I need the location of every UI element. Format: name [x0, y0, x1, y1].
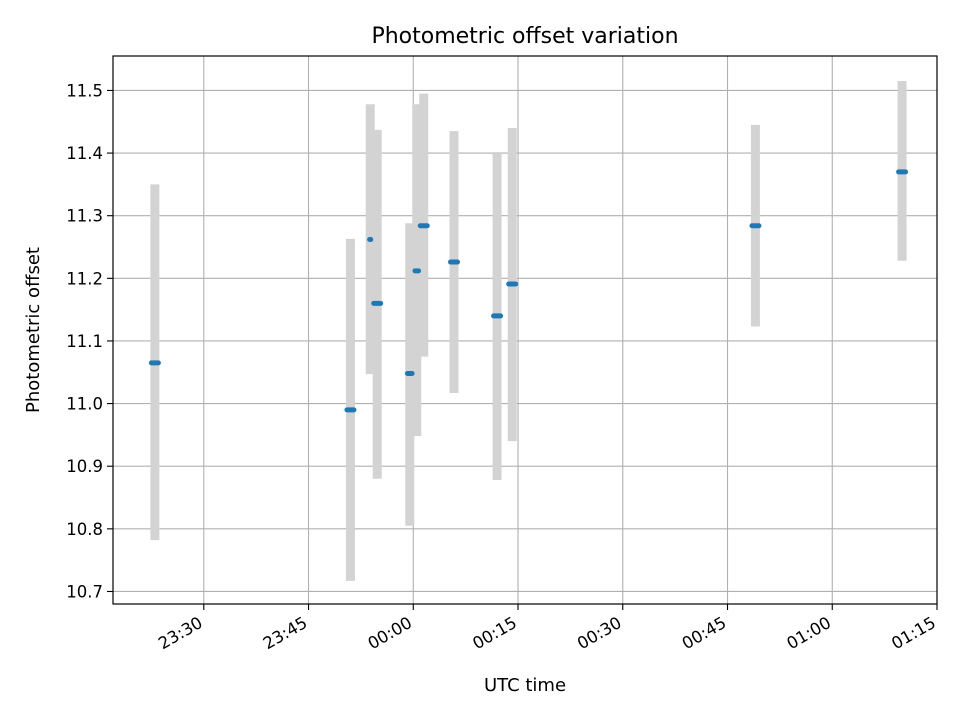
plot-frame: [112, 55, 938, 605]
y-tick-label: 11.5: [66, 81, 103, 100]
x-tick-label: 23:45: [260, 613, 311, 653]
y-axis-label: Photometric offset: [23, 247, 44, 413]
x-axis-ticks: 23:30 23:45 00:00 00:15 00:30 00:45 01:00 01:15: [155, 604, 939, 653]
y-tick-label: 10.9: [66, 457, 103, 476]
y-tick-label: 11.2: [66, 269, 103, 288]
grid: [113, 56, 937, 604]
x-tick-label: 00:30: [574, 613, 625, 653]
y-tick-label: 11.4: [66, 144, 103, 163]
error-bars: [150, 81, 907, 581]
y-axis-ticks: 10.7 10.8 10.9 11.0 11.1 11.2 11.3 11.4 11.5: [66, 81, 113, 601]
x-tick-label: 01:00: [784, 613, 835, 653]
data-markers: [148, 169, 909, 413]
x-tick-label: 00:00: [365, 613, 416, 653]
x-axis-label: UTC time: [484, 675, 566, 696]
x-tick-label: 01:15: [888, 613, 939, 653]
x-tick-label: 00:45: [679, 613, 730, 653]
y-tick-label: 11.3: [66, 207, 103, 226]
x-tick-label: 23:30: [155, 613, 206, 653]
y-tick-label: 10.7: [66, 582, 103, 601]
y-tick-label: 11.1: [66, 332, 103, 351]
y-tick-label: 11.0: [66, 395, 103, 414]
x-tick-label: 00:15: [469, 613, 520, 653]
chart-title: Photometric offset variation: [371, 24, 678, 49]
y-tick-label: 10.8: [66, 520, 103, 539]
